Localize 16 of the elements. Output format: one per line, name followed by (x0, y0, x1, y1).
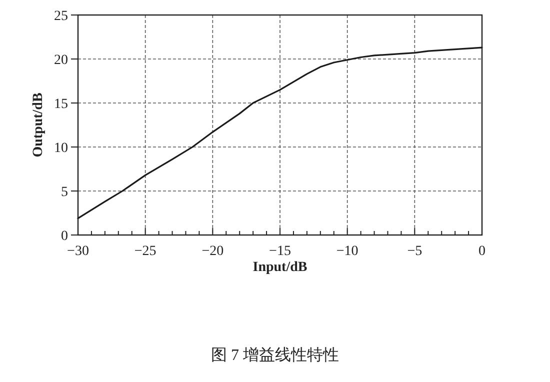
y-axis-title: Output/dB (31, 92, 46, 158)
caption: 图 7 增益线性特性 (211, 346, 339, 364)
x-tick-label: −25 (134, 244, 156, 259)
x-tick-label: 0 (478, 244, 486, 259)
y-tick-label: 20 (54, 53, 68, 68)
x-tick-label: −20 (202, 244, 224, 259)
x-tick-label: −10 (336, 244, 358, 259)
y-tick-label: 10 (54, 141, 68, 156)
x-axis-title: Input/dB (252, 260, 308, 275)
y-tick-label: 15 (54, 97, 68, 112)
y-tick-label: 0 (61, 229, 68, 244)
x-tick-label: −15 (269, 244, 291, 259)
x-tick-label: −5 (407, 244, 422, 259)
x-tick-label: −30 (67, 244, 89, 259)
y-tick-label: 5 (61, 185, 68, 200)
y-tick-label: 25 (54, 9, 68, 24)
